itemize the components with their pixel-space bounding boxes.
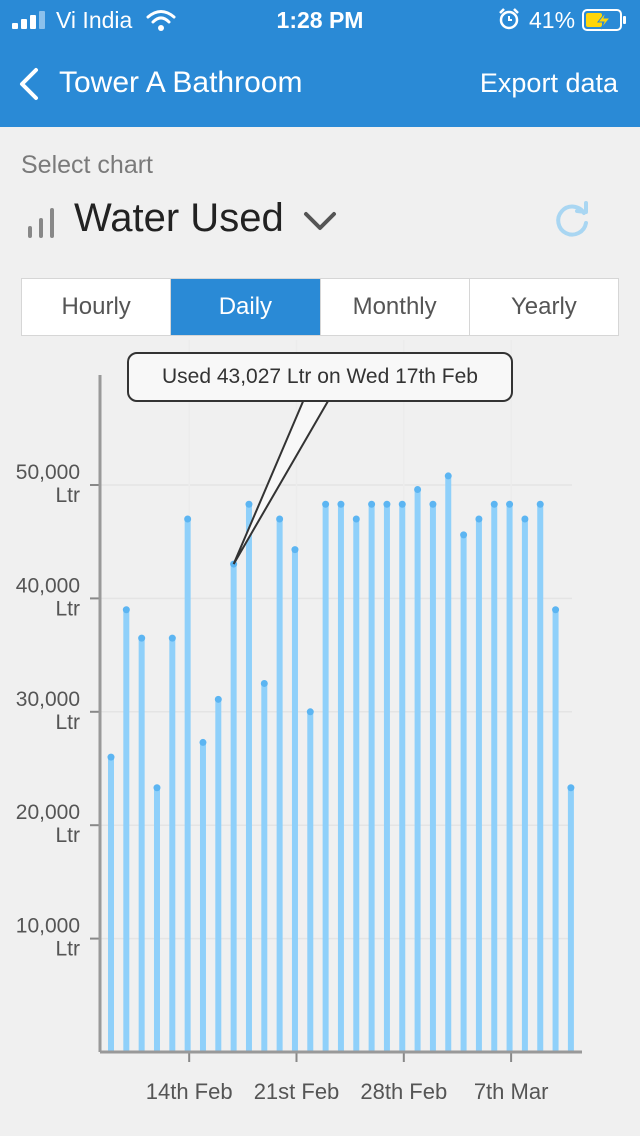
tooltip-pointer	[232, 399, 330, 565]
chart-tooltip: Used 43,027 Ltr on Wed 17th Feb	[127, 352, 513, 402]
tab-hourly[interactable]: Hourly	[22, 279, 172, 335]
y-tick-label: 10,000 Ltr	[16, 915, 80, 961]
bar-point[interactable]	[260, 679, 268, 687]
bar-point[interactable]	[352, 515, 360, 523]
bar-point[interactable]	[506, 500, 514, 508]
bar-point[interactable]	[337, 500, 345, 508]
bar-point[interactable]	[536, 500, 544, 508]
bar-point[interactable]	[414, 486, 422, 494]
bar-point[interactable]	[153, 784, 161, 792]
bar-point[interactable]	[122, 606, 130, 614]
bar-point[interactable]	[521, 515, 529, 523]
battery-percent: 41%	[529, 7, 576, 33]
period-tabs: Hourly Daily Monthly Yearly	[21, 278, 619, 336]
bar-point[interactable]	[429, 500, 437, 508]
bar-point[interactable]	[168, 634, 176, 642]
bar-point[interactable]	[398, 500, 406, 508]
signal-icon	[12, 11, 45, 29]
y-tick-label: 50,000 Ltr	[16, 461, 80, 507]
bar-point[interactable]	[214, 695, 222, 703]
chart-selector[interactable]: Water Used	[74, 196, 284, 240]
back-chevron-icon[interactable]	[14, 66, 48, 102]
y-tick-label: 40,000 Ltr	[16, 574, 80, 620]
bar-point[interactable]	[184, 515, 192, 523]
bar-point[interactable]	[368, 500, 376, 508]
x-tick-label: 28th Feb	[360, 1079, 447, 1104]
bar-point[interactable]	[383, 500, 391, 508]
tab-yearly[interactable]: Yearly	[510, 293, 577, 320]
x-tick-label: 14th Feb	[146, 1079, 233, 1104]
water-usage-chart[interactable]: 10,000 Ltr 20,000 Ltr 30,000 Ltr 40,000 Ltr 50,0…	[0, 340, 640, 1120]
bar-point[interactable]	[306, 708, 314, 716]
bar-point[interactable]	[245, 500, 253, 508]
bar-point[interactable]	[276, 515, 284, 523]
page-title: Tower A Bathroom	[59, 66, 303, 99]
bar-point[interactable]	[567, 784, 575, 792]
x-tick-label: 21st Feb	[254, 1079, 340, 1104]
nav-bar: Vi India 1:28 PM 41% Tower A Bathroom Ex…	[0, 0, 640, 127]
y-tick-label: 20,000 Ltr	[16, 801, 80, 847]
bar-point[interactable]	[490, 500, 498, 508]
bar-point[interactable]	[460, 531, 468, 539]
bar-point[interactable]	[322, 500, 330, 508]
bar-chart-icon	[28, 208, 54, 238]
alarm-icon	[499, 8, 519, 30]
status-bar: Vi India 1:28 PM 41%	[0, 0, 640, 40]
y-tick-label: 30,000 Ltr	[16, 688, 80, 734]
bar-point[interactable]	[199, 738, 207, 746]
bar-point[interactable]	[475, 515, 483, 523]
bar-point[interactable]	[552, 606, 560, 614]
export-data-button[interactable]: Export data	[479, 68, 618, 98]
bar-point[interactable]	[138, 634, 146, 642]
tab-monthly[interactable]: Monthly	[321, 279, 470, 335]
bar-point[interactable]	[291, 546, 299, 554]
wifi-icon	[146, 10, 176, 31]
carrier-name: Vi India	[56, 7, 133, 33]
status-time: 1:28 PM	[276, 7, 364, 33]
select-chart-label: Select chart	[21, 151, 154, 179]
chevron-down-icon[interactable]	[302, 208, 338, 232]
bar-point[interactable]	[107, 753, 115, 761]
refresh-icon[interactable]	[551, 199, 593, 241]
x-tick-label: 7th Mar	[474, 1079, 549, 1104]
tab-daily[interactable]: Daily	[171, 279, 321, 335]
bar-point[interactable]	[444, 472, 452, 480]
battery-charging-icon	[582, 9, 626, 31]
